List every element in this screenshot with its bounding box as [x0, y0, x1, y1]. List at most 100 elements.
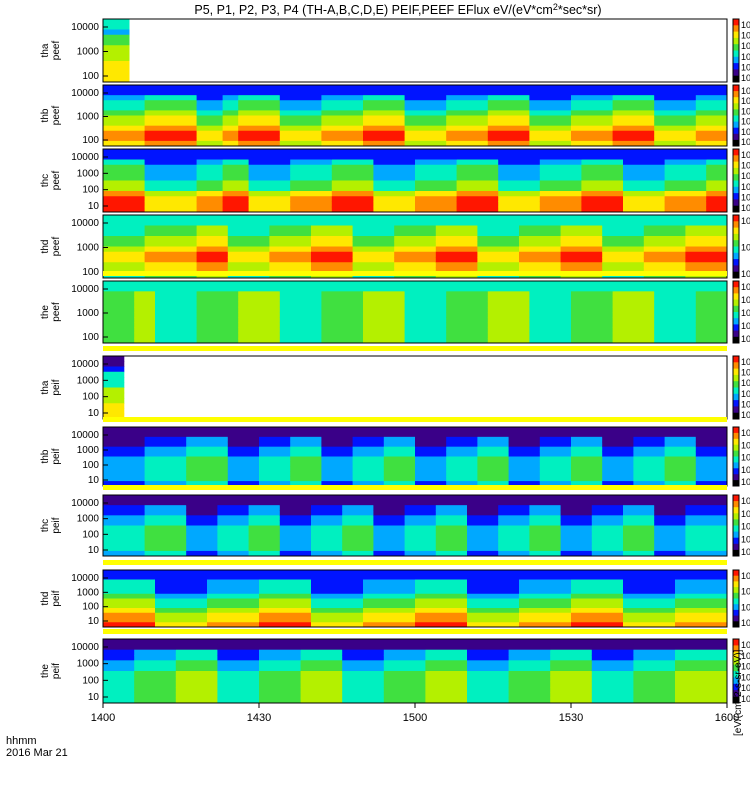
colorbar-cell: [733, 429, 739, 434]
heat-cell: [311, 598, 364, 604]
heat-cell: [602, 427, 634, 433]
heat-cell: [623, 196, 666, 202]
heat-cell: [290, 476, 322, 482]
heat-cell: [519, 236, 562, 242]
heat-cell: [331, 185, 374, 192]
heat-cell: [446, 312, 489, 318]
colorbar-cell: [733, 540, 739, 545]
heat-cell: [155, 312, 198, 318]
heat-cell: [373, 206, 416, 213]
heat-cell: [643, 262, 686, 268]
heat-cell: [508, 451, 541, 457]
heat-cell: [383, 655, 426, 661]
heat-cell: [373, 535, 406, 542]
heat-cell: [103, 71, 130, 78]
heat-cell: [685, 262, 728, 268]
heat-cell: [633, 436, 666, 443]
heat-cell: [363, 574, 416, 580]
heat-cell: [467, 665, 510, 672]
colorbar-cell: [733, 69, 739, 74]
heat-cell: [487, 296, 530, 303]
colorbar-tick-label: 103: [741, 617, 750, 628]
heat-cell: [654, 550, 686, 557]
heat-cell: [623, 579, 676, 585]
heat-cell: [498, 505, 530, 511]
heat-cell: [602, 220, 645, 226]
heat-cell: [155, 317, 198, 323]
colorbar-tick-label: 105: [741, 388, 750, 399]
colorbar-cell: [733, 221, 739, 225]
heat-cell: [498, 510, 530, 516]
heat-cell: [664, 451, 697, 457]
heat-cell: [581, 201, 624, 208]
heat-cell: [550, 655, 593, 661]
colorbar-cell: [733, 308, 739, 313]
heat-cell: [581, 159, 624, 166]
y-tick-label: 1000: [77, 47, 100, 58]
heat-cell: [612, 312, 655, 318]
heat-cell: [103, 525, 146, 532]
heat-cell: [415, 154, 458, 160]
heat-cell: [383, 481, 416, 487]
heat-cell: [602, 466, 634, 472]
heat-cell: [103, 220, 146, 226]
heat-cell: [144, 170, 198, 176]
colorbar-tick-label: 107: [741, 30, 750, 41]
heat-cell: [623, 525, 655, 532]
heat-cell: [196, 296, 239, 303]
heat-cell: [435, 540, 468, 547]
heat-cell: [695, 317, 728, 323]
colorbar-cell: [733, 186, 739, 191]
y-tick-label: 10: [88, 475, 100, 486]
colorbar-cell: [733, 284, 739, 288]
heat-cell: [217, 500, 250, 506]
heat-cell: [186, 431, 229, 438]
heat-cell: [290, 185, 333, 192]
colorbar-tick-label: 106: [741, 40, 750, 51]
heat-cell: [477, 466, 510, 472]
heat-cell: [685, 267, 728, 274]
heat-cell: [134, 286, 156, 292]
heat-cell: [103, 149, 146, 155]
heat-cell: [279, 125, 322, 132]
heat-cell: [186, 525, 218, 532]
heat-cell: [602, 461, 634, 467]
colorbar-tick-label: 103: [741, 476, 750, 487]
heat-cell: [654, 312, 697, 318]
heat-cell: [477, 471, 510, 477]
heat-cell: [103, 85, 146, 91]
heat-cell: [446, 95, 489, 101]
heat-cell: [196, 170, 224, 176]
heat-cell: [404, 296, 447, 303]
heat-cell: [487, 306, 530, 313]
heat-cell: [539, 431, 572, 438]
heat-cell: [383, 687, 426, 693]
heat-cell: [539, 154, 582, 160]
heat-cell: [508, 681, 551, 688]
heat-cell: [144, 85, 198, 91]
heat-cell: [623, 175, 666, 181]
heat-cell: [519, 584, 572, 590]
heat-cell: [415, 446, 447, 453]
heat-cell: [238, 135, 281, 142]
heat-cell: [467, 500, 499, 506]
heat-cell: [415, 481, 447, 487]
heat-cell: [643, 230, 686, 237]
heat-cell: [227, 451, 260, 457]
heat-cell: [196, 164, 224, 171]
y-tick-label: 100: [82, 529, 99, 540]
colorbar-cell: [733, 537, 739, 542]
heat-cell: [259, 676, 302, 683]
heat-cell: [539, 427, 572, 433]
heat-cell: [519, 246, 562, 253]
heat-cell: [222, 185, 250, 192]
heat-cell: [633, 655, 676, 661]
heat-cell: [560, 220, 603, 226]
panel-thb-peef: 100001000100thbpeef108107106105104103: [40, 84, 750, 147]
heat-cell: [144, 149, 198, 155]
heat-cell: [363, 584, 416, 590]
colorbar-cell: [733, 336, 739, 341]
panel-tha-peif: 10000100010010thapeif108107106105104103: [40, 346, 750, 420]
heat-cell: [446, 291, 489, 297]
heat-cell: [342, 505, 374, 511]
